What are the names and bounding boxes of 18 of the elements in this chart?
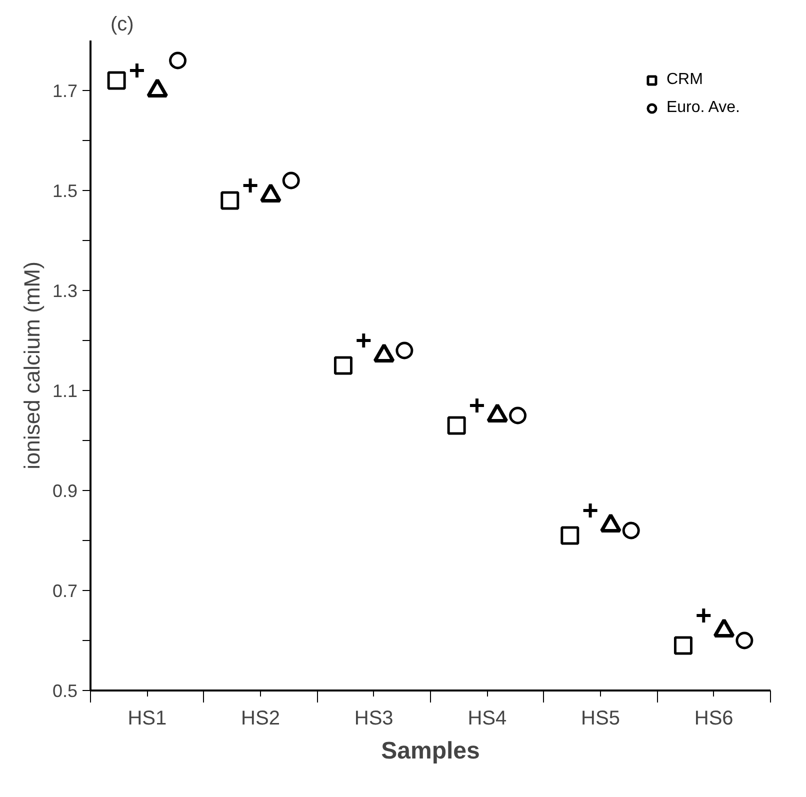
- y-tick-label: 0.7: [52, 581, 78, 601]
- x-tick-label: HS3: [354, 708, 394, 730]
- y-tick-label: 1.5: [52, 181, 78, 201]
- x-tick-label: HS5: [581, 708, 620, 730]
- y-tick-label: 1.1: [52, 381, 78, 401]
- x-axis-title: Samples: [381, 738, 480, 764]
- legend-label: CRM: [666, 71, 703, 89]
- legend-label: Euro. Ave.: [666, 99, 740, 117]
- chart-title: (c): [110, 14, 134, 36]
- y-tick-label: 0.5: [52, 681, 78, 701]
- y-tick-label: 0.9: [52, 481, 78, 501]
- y-tick-label: 1.7: [52, 81, 78, 101]
- x-tick-label: HS1: [128, 708, 167, 730]
- y-axis-title: ionised calcium (mM): [19, 262, 44, 470]
- x-tick-label: HS6: [694, 708, 734, 730]
- x-tick-label: HS2: [241, 708, 280, 730]
- y-tick-label: 1.3: [52, 281, 78, 301]
- x-tick-label: HS4: [468, 708, 507, 730]
